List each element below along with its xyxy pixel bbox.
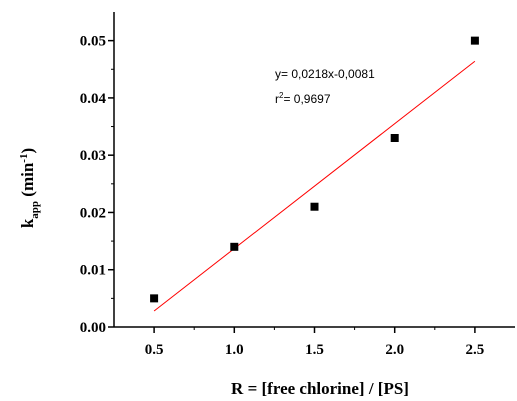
y-axis-title-sub: app: [29, 201, 41, 219]
x-ticks: 0.5 1.0 1.5 2.0 2.5: [145, 327, 485, 358]
x-tick-label: 1.0: [225, 342, 244, 358]
data-point: [230, 243, 238, 251]
axes: [114, 12, 515, 327]
y-tick-label: 0.03: [80, 148, 106, 164]
r-squared-annotation: r2= 0,9697: [275, 91, 331, 106]
r-squared-value: = 0,9697: [283, 92, 330, 106]
y-axis-title-close: ): [18, 148, 37, 154]
data-point: [471, 37, 479, 45]
y-tick-label: 0.02: [80, 205, 106, 221]
equation-annotation: y= 0,0218x-0,0081: [275, 67, 375, 81]
data-point: [150, 294, 158, 302]
data-point: [391, 134, 399, 142]
x-tick-label: 1.5: [305, 342, 324, 358]
y-tick-label: 0.00: [80, 320, 106, 336]
x-axis-title: R = [free chlorine] / [PS]: [231, 379, 409, 398]
y-tick-label: 0.01: [80, 263, 106, 279]
y-tick-label: 0.05: [80, 34, 106, 50]
x-tick-label: 2.0: [385, 342, 404, 358]
x-tick-label: 0.5: [145, 342, 164, 358]
y-ticks: 0.00 0.01 0.02 0.03 0.04 0.05: [80, 34, 114, 336]
data-point: [311, 203, 319, 211]
y-axis-title-unit: (min: [18, 162, 37, 201]
x-tick-label: 2.5: [466, 342, 485, 358]
y-axis-title-unit-sup: -1: [18, 154, 30, 163]
y-axis-title: kapp (min-1): [18, 148, 41, 228]
y-tick-label: 0.04: [80, 91, 107, 107]
